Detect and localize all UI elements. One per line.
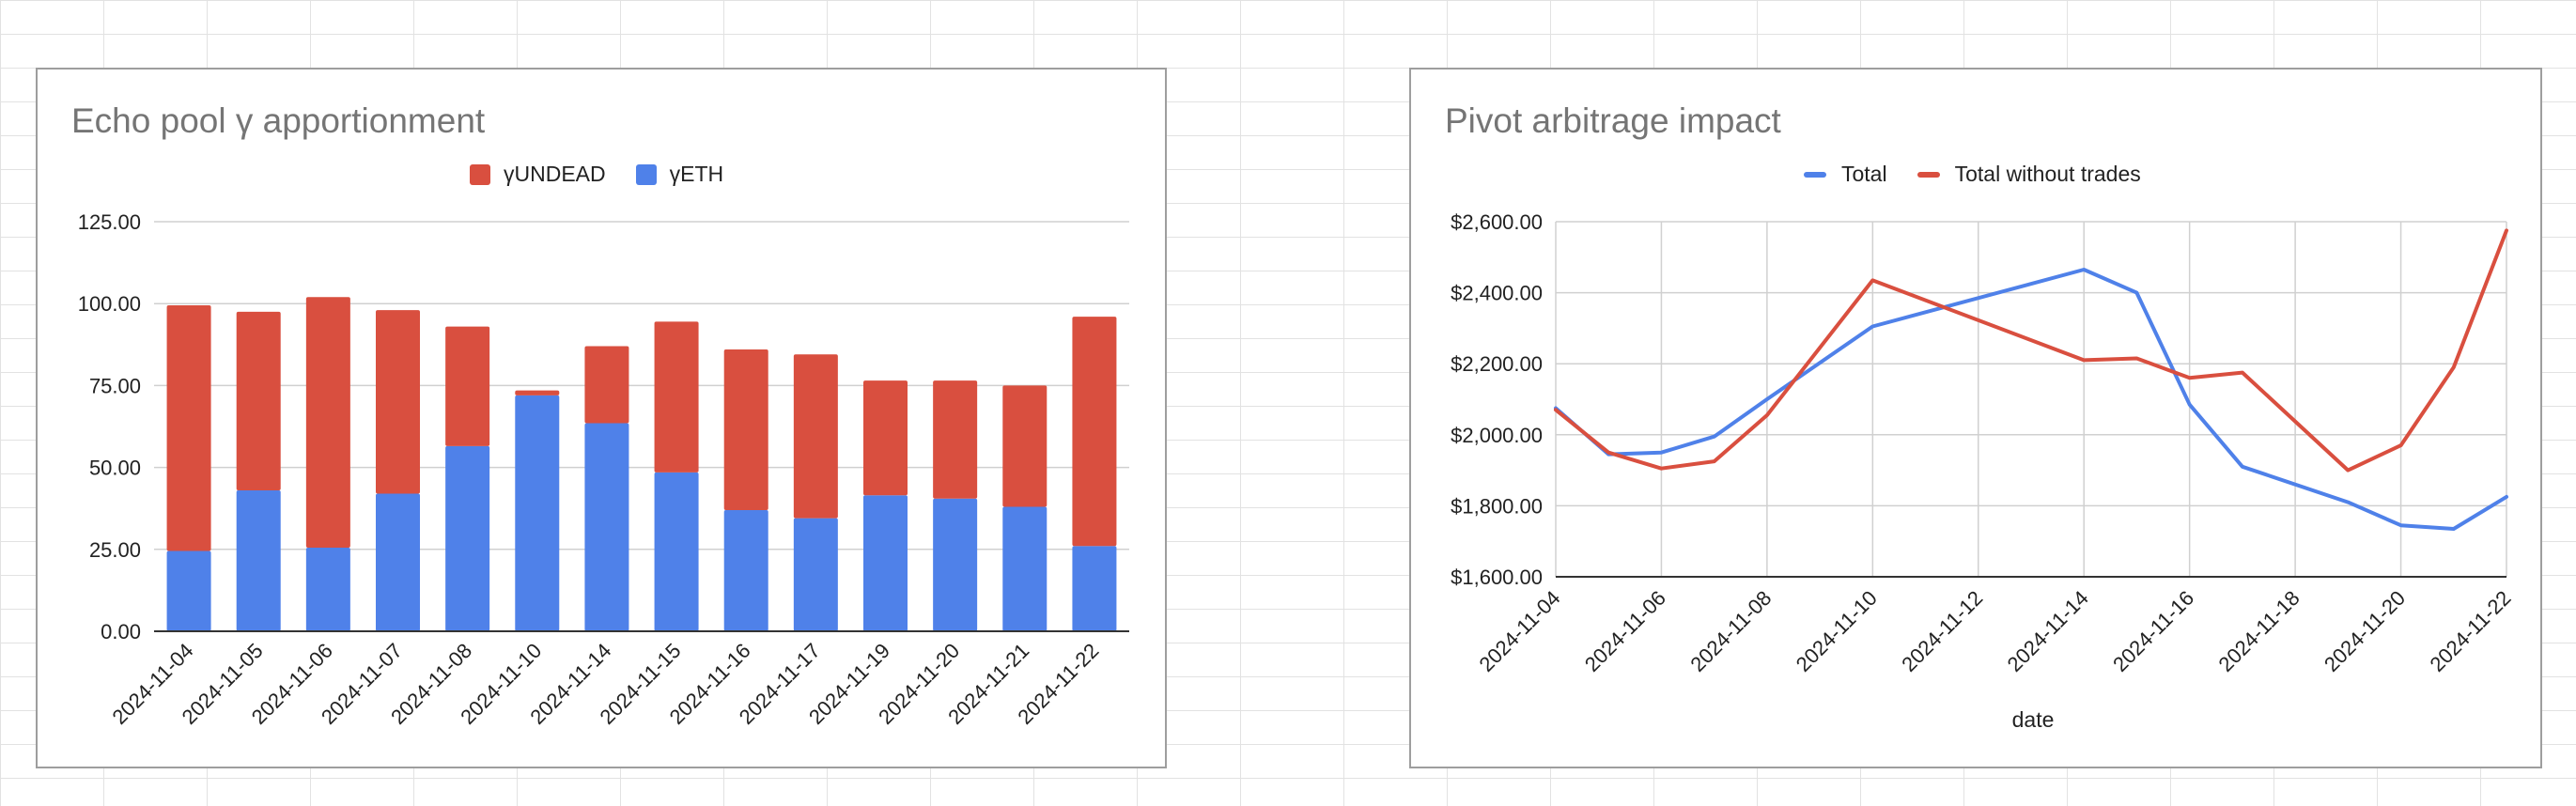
series-line-total: [1554, 268, 2508, 531]
y-tick-label: 75.00: [89, 374, 141, 397]
bar-eth-2024-11-05: [236, 490, 281, 631]
y-tick-label: $2,200.00: [1451, 352, 1543, 376]
bar-undead-2024-11-22: [1072, 317, 1117, 547]
y-tick-label: $2,600.00: [1451, 210, 1543, 234]
x-tick-label: 2024-11-08: [1685, 586, 1776, 676]
chart-title: Pivot arbitrage impact: [1445, 101, 1781, 140]
bar-undead-2024-11-17: [793, 354, 838, 519]
legend-item-total-without-trades: Total without trades: [1916, 162, 2141, 187]
bar-undead-2024-11-20: [933, 380, 978, 499]
bar-undead-2024-11-08: [445, 326, 490, 446]
x-tick-label: 2024-11-16: [2108, 586, 2198, 676]
bar-eth-2024-11-22: [1072, 546, 1117, 631]
legend-label-gundead: γUNDEAD: [504, 162, 606, 186]
x-axis-title: date: [2012, 707, 2055, 732]
x-tick-label: 2024-11-20: [2320, 586, 2410, 676]
legend-label-total: Total: [1841, 162, 1887, 186]
bar-eth-2024-11-06: [305, 548, 350, 631]
bar-undead-2024-11-04: [166, 304, 211, 551]
y-tick-label: $2,400.00: [1451, 282, 1543, 305]
bar-undead-2024-11-07: [376, 310, 420, 494]
x-tick-label: 2024-11-04: [1474, 586, 1564, 676]
bar-chart-plot: 0.0025.0050.0075.00100.00125.002024-11-0…: [78, 210, 1129, 729]
y-tick-label: 125.00: [78, 210, 141, 234]
y-tick-label: 50.00: [89, 457, 141, 480]
bar-eth-2024-11-04: [166, 550, 211, 631]
y-tick-label: 100.00: [78, 292, 141, 316]
bar-eth-2024-11-17: [793, 518, 838, 631]
bar-eth-2024-11-20: [933, 498, 978, 631]
bar-undead-2024-11-15: [654, 321, 699, 473]
bar-eth-2024-11-10: [515, 395, 560, 631]
legend-swatch-total: [1804, 171, 1826, 178]
legend-label-geth: γETH: [669, 162, 724, 186]
bar-eth-2024-11-15: [654, 472, 699, 631]
chart-panel-echo-pool[interactable]: Echo pool γ apportionment γUNDEAD γETH 0…: [36, 68, 1167, 768]
y-tick-label: 0.00: [101, 620, 141, 643]
bar-undead-2024-11-06: [305, 297, 350, 549]
legend-label-total-without-trades: Total without trades: [1954, 162, 2141, 186]
legend-swatch-total-without-trades: [1916, 171, 1940, 178]
bar-undead-2024-11-14: [584, 346, 629, 424]
x-tick-label: 2024-11-12: [1897, 586, 1987, 676]
y-tick-label: $1,800.00: [1451, 494, 1543, 518]
chart-legend: γUNDEAD γETH: [470, 162, 723, 187]
y-tick-label: $2,000.00: [1451, 424, 1543, 447]
bar-undead-2024-11-16: [723, 349, 768, 510]
legend-item-geth: γETH: [635, 162, 724, 187]
x-tick-label: 2024-11-18: [2214, 586, 2304, 676]
bar-eth-2024-11-21: [1002, 506, 1047, 631]
bar-undead-2024-11-10: [515, 390, 560, 395]
bar-undead-2024-11-05: [236, 311, 281, 491]
chart-title: Echo pool γ apportionment: [71, 101, 486, 140]
x-tick-label: 2024-11-10: [1792, 586, 1882, 676]
x-tick-label: 2024-11-14: [2003, 586, 2093, 676]
x-tick-label: 2024-11-22: [2425, 586, 2515, 676]
bar-eth-2024-11-14: [584, 423, 629, 631]
legend-swatch-geth: [635, 163, 657, 185]
y-tick-label: 25.00: [89, 538, 141, 562]
legend-item-gundead: γUNDEAD: [470, 162, 606, 187]
legend-item-total: Total: [1804, 162, 1887, 187]
bar-eth-2024-11-08: [445, 445, 490, 631]
line-chart-plot: 2024-11-04 2024-11-06 2024-11-08 2024-11-10…: [1451, 210, 2515, 732]
legend-swatch-gundead: [470, 163, 490, 185]
bar-eth-2024-11-16: [723, 509, 768, 631]
chart-legend: Total Total without trades: [1804, 162, 2141, 187]
y-tick-label: $1,600.00: [1451, 566, 1543, 589]
bar-undead-2024-11-19: [863, 380, 908, 496]
series-line-total-without-trades: [1554, 228, 2508, 473]
chart-panel-pivot-arbitrage[interactable]: Pivot arbitrage impact Total Total witho…: [1409, 68, 2542, 768]
bar-eth-2024-11-19: [863, 495, 908, 631]
bar-eth-2024-11-07: [376, 493, 420, 631]
x-tick-label: 2024-11-06: [1580, 586, 1670, 676]
bar-undead-2024-11-21: [1002, 385, 1047, 507]
